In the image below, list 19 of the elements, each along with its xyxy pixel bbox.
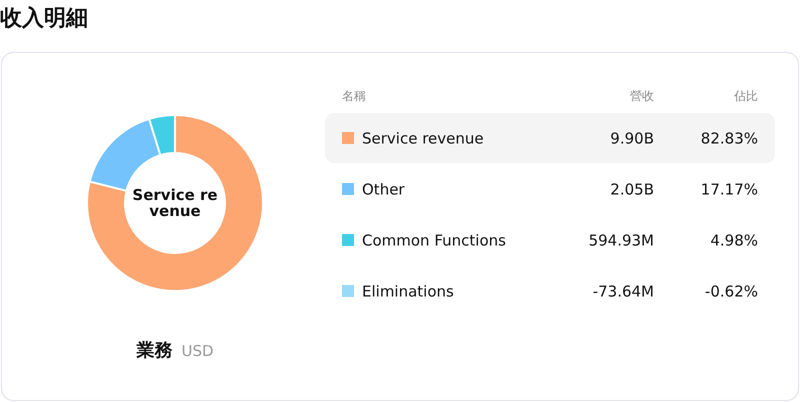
text: 業務 [136, 340, 172, 361]
legend-label: Eliminations [362, 282, 454, 300]
text: 佔比 [733, 89, 758, 103]
text: 17.17% [700, 180, 758, 198]
category-label: Service revenue [132, 186, 218, 220]
legend-title: 名稱 [342, 89, 366, 103]
data-label: 594.93M [588, 232, 654, 250]
data-label: 9.90B [610, 130, 654, 148]
text: -0.62% [704, 282, 758, 300]
text: 營收 [630, 89, 654, 103]
text: 82.83% [700, 130, 758, 148]
data-label: 2.05B [610, 180, 654, 198]
text: USD [182, 342, 214, 360]
text: 4.98% [710, 232, 758, 250]
chart-title: 收入明細 [0, 6, 88, 31]
legend-label: Other [362, 180, 406, 198]
legend-label: Common Functions [362, 232, 506, 250]
legend-label: Service revenue [362, 130, 484, 148]
data-label: -73.64M [592, 282, 654, 300]
